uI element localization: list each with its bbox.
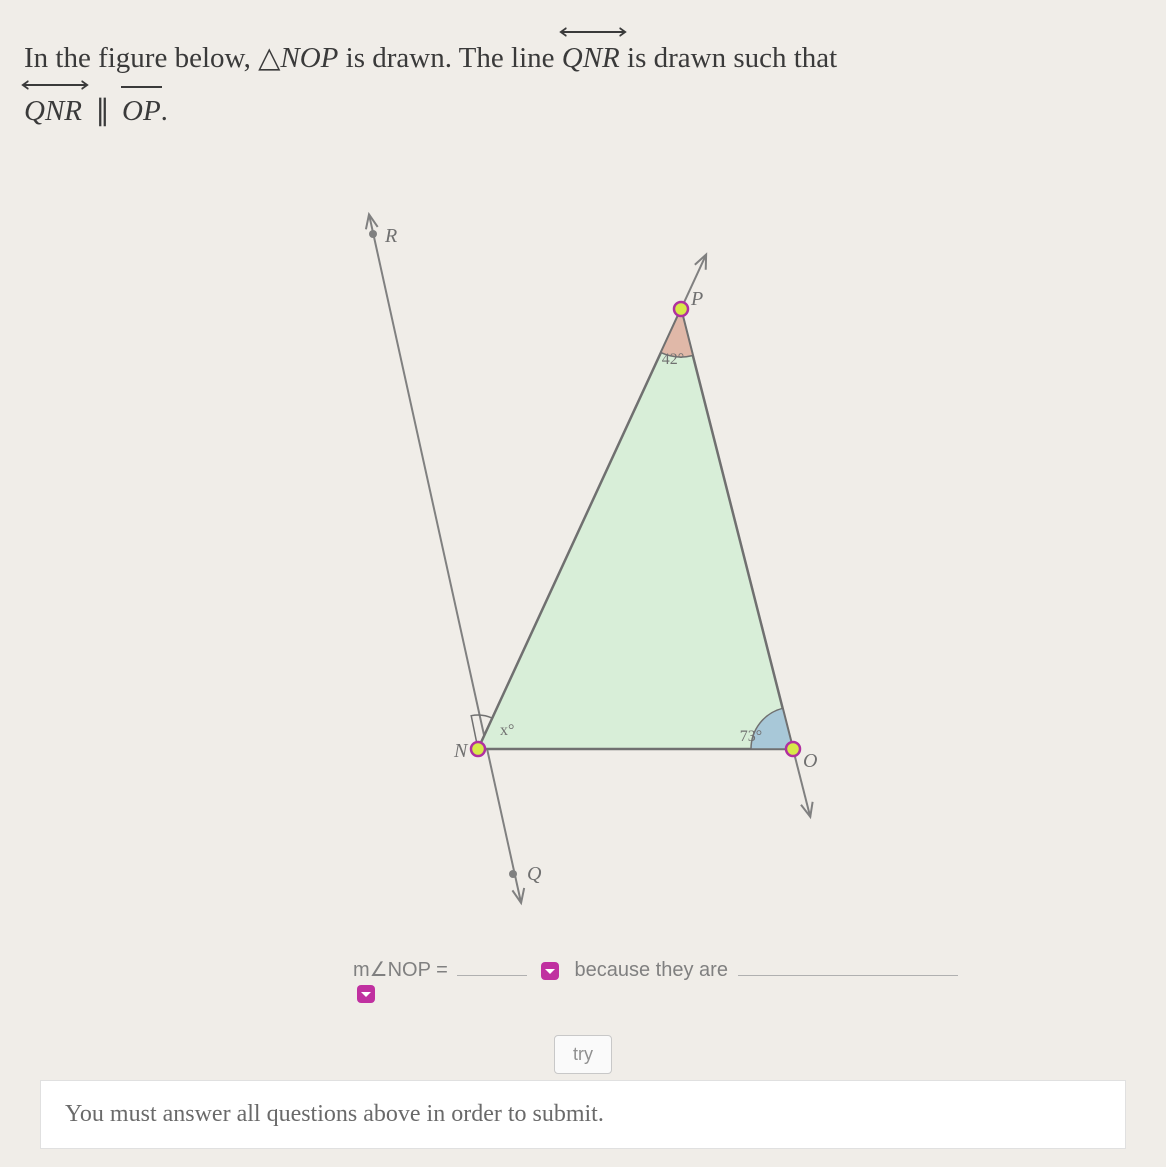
answer-blank-value[interactable] — [457, 954, 527, 976]
triangle-symbol: △ — [258, 42, 280, 74]
svg-text:x°: x° — [500, 722, 514, 739]
svg-text:P: P — [690, 288, 703, 310]
period: . — [161, 95, 168, 127]
geometry-figure: R P N O Q 42° 73° x° — [263, 204, 903, 924]
prompt-text-3: is drawn such that — [620, 42, 837, 74]
answer-blank-reason[interactable] — [738, 954, 958, 976]
svg-text:O: O — [803, 750, 817, 772]
segment-op: OP — [122, 83, 161, 134]
dropdown-icon[interactable] — [541, 962, 559, 980]
dropdown-icon[interactable] — [357, 985, 375, 1003]
parallel-symbol: ∥ — [95, 95, 109, 127]
svg-text:R: R — [384, 225, 397, 247]
submit-notice: You must answer all questions above in o… — [40, 1080, 1126, 1149]
line-qnr-2: QNR — [24, 81, 82, 134]
question-prompt: In the figure below, △NOP is drawn. The … — [24, 28, 1142, 134]
triangle-label: NOP — [280, 42, 338, 74]
prompt-text-2: is drawn. The line — [338, 42, 561, 74]
answer-row: m∠NOP = because they are — [203, 954, 963, 1005]
svg-text:73°: 73° — [740, 728, 762, 745]
try-button[interactable]: try — [554, 1035, 612, 1074]
svg-text:N: N — [453, 740, 469, 762]
svg-text:Q: Q — [527, 863, 542, 885]
answer-mid: because they are — [575, 959, 728, 981]
svg-text:42°: 42° — [662, 351, 684, 368]
prompt-text-1: In the figure below, — [24, 42, 258, 74]
line-qnr-1: QNR — [562, 28, 620, 81]
figure-container: R P N O Q 42° 73° x° m∠NOP = because they are t… — [203, 204, 963, 1074]
answer-prefix: m∠NOP = — [353, 959, 448, 981]
